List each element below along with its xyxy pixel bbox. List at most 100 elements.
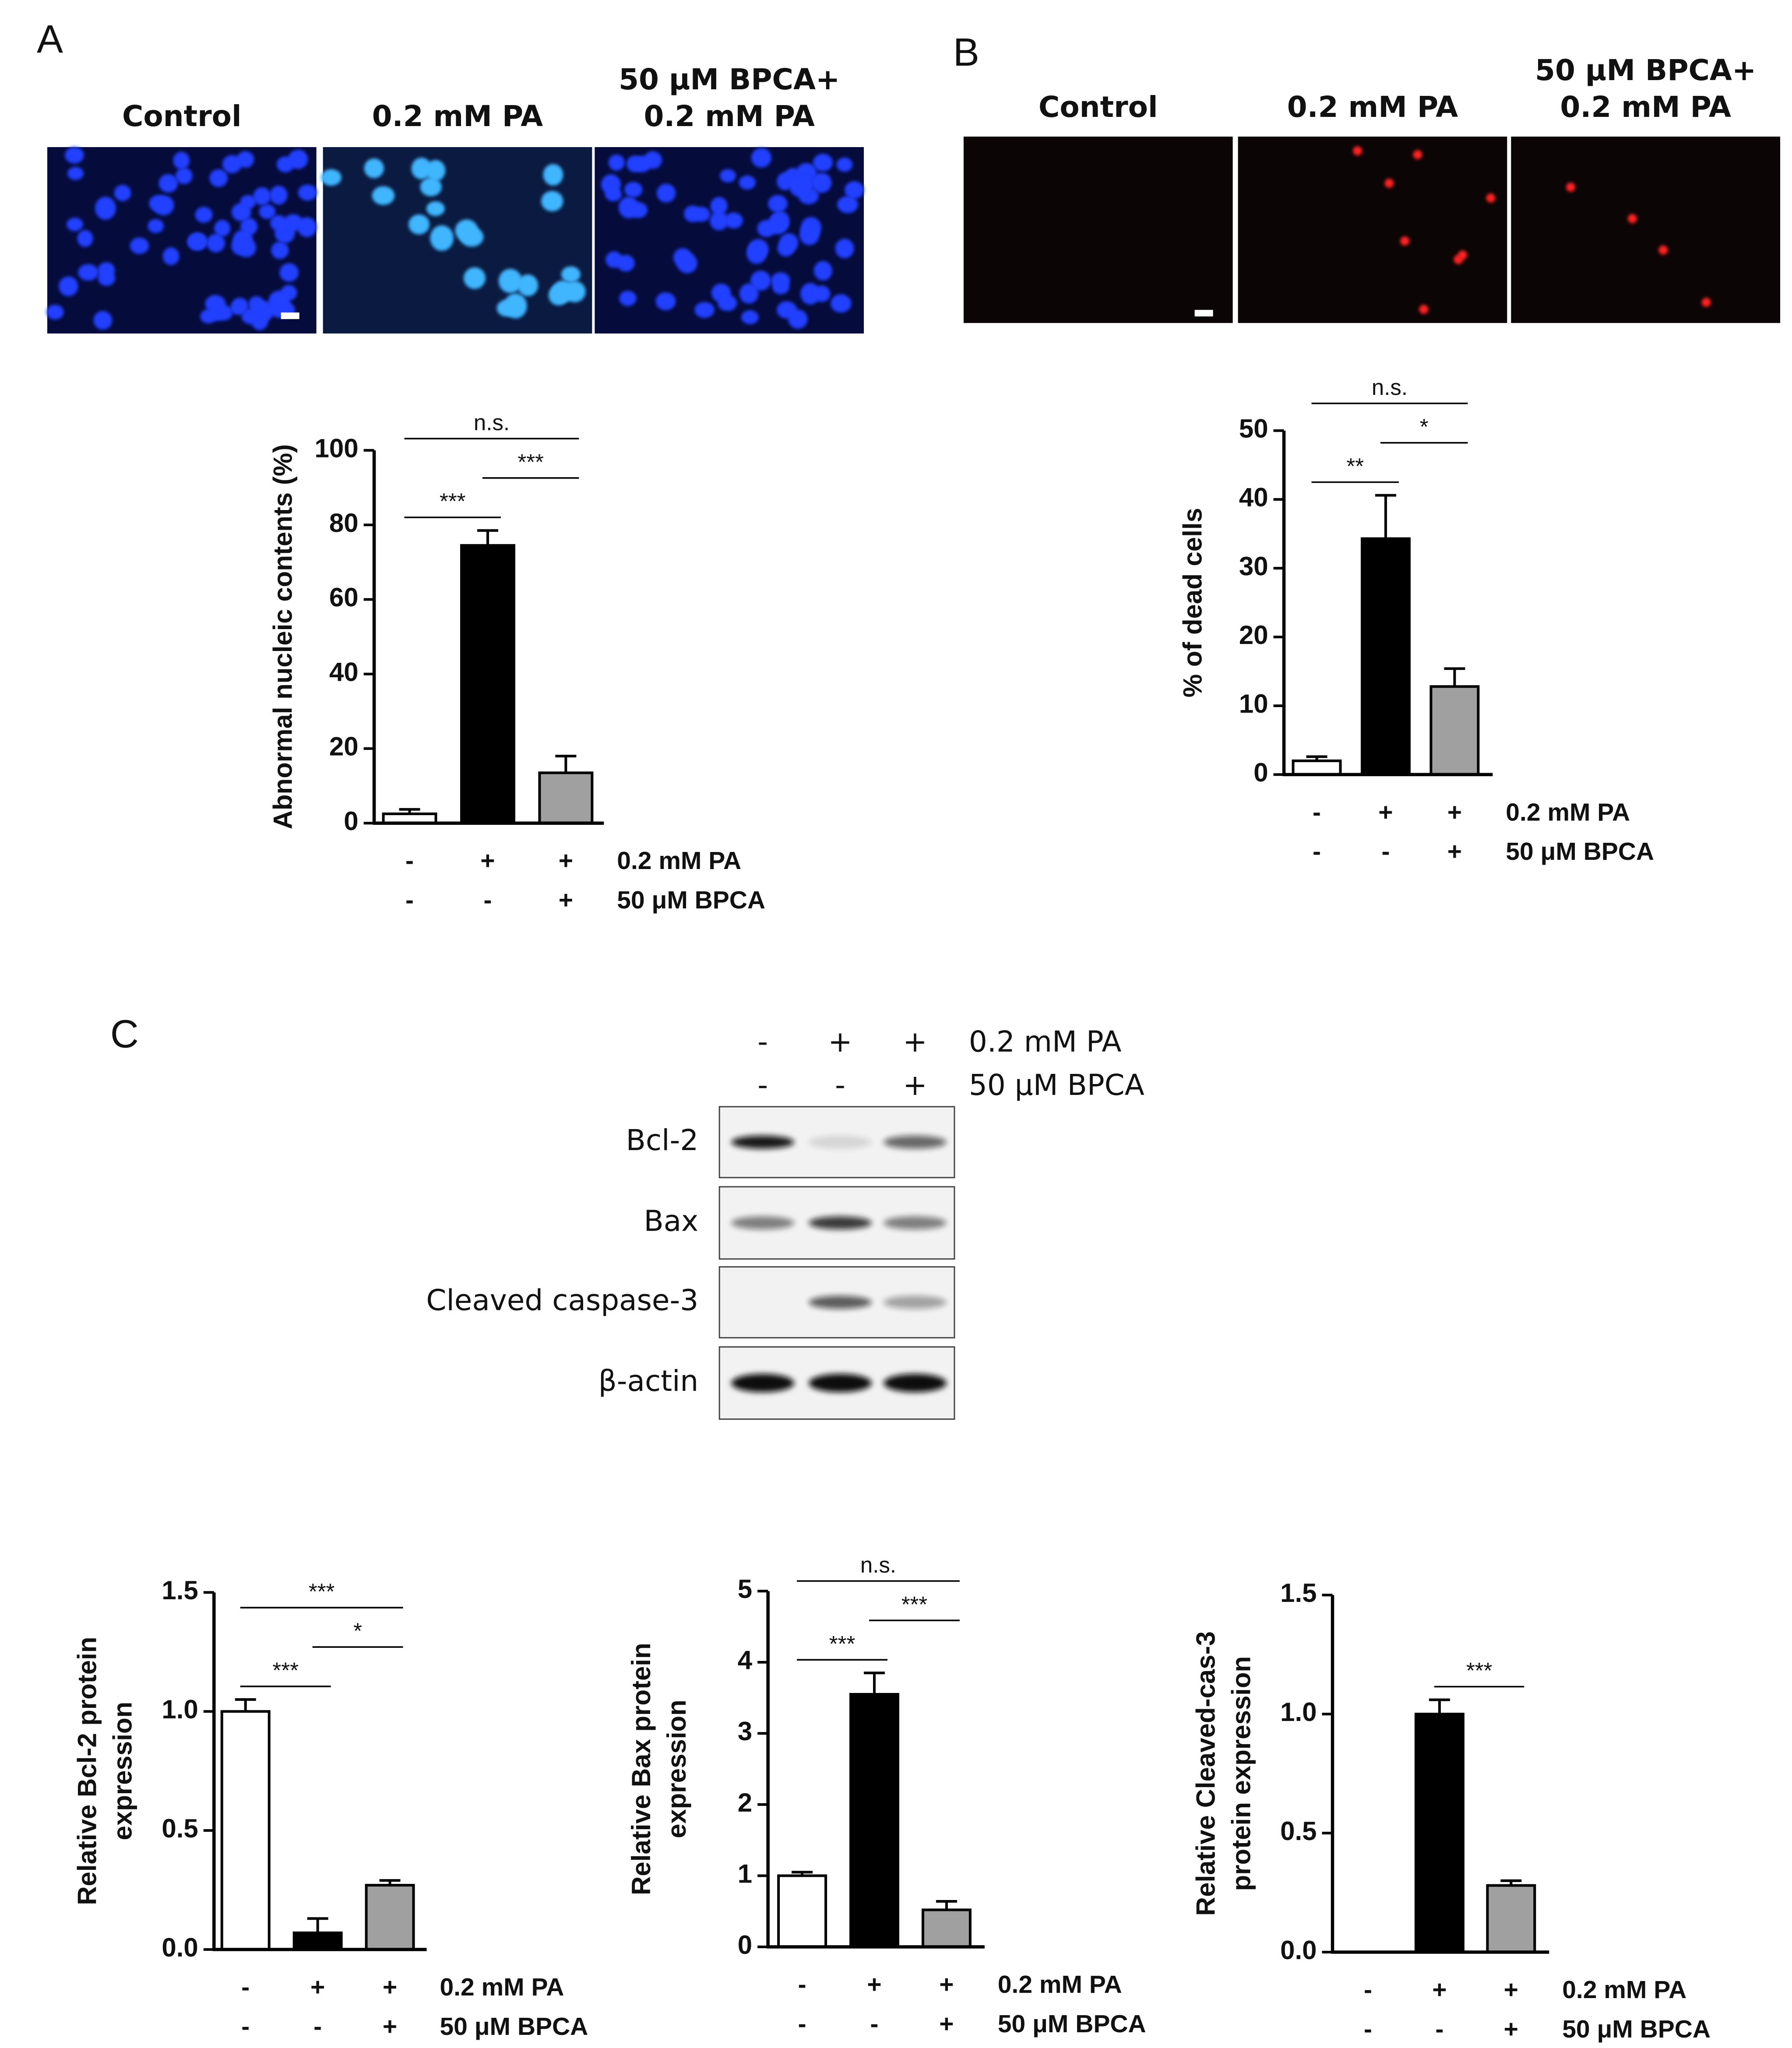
image-title: Control	[122, 99, 242, 133]
y-tick-label: 0.5	[1280, 1816, 1317, 1846]
micrograph	[46, 147, 317, 334]
condition-sign: +	[939, 2010, 954, 2038]
y-tick-label: 50	[1239, 414, 1268, 443]
condition-label: 0.2 mM PA	[1562, 1976, 1686, 2004]
bar	[1429, 685, 1480, 776]
nucleus	[297, 217, 317, 237]
error-bar	[936, 1900, 957, 1910]
condition-label: 0.2 mM PA	[1506, 798, 1630, 826]
blot-row-label: β-actin	[599, 1364, 699, 1398]
scale-bar	[281, 312, 299, 319]
condition-label: 50 μM BPCA	[1506, 837, 1654, 866]
condition-label: 0.2 mM PA	[617, 847, 741, 875]
condition-sign: -	[798, 1971, 806, 1999]
condition-sign: +	[559, 886, 573, 914]
nucleus	[77, 230, 93, 247]
condition-label: 50 μM BPCA	[1562, 2015, 1711, 2043]
nucleus	[777, 172, 793, 190]
dead-cell	[1658, 245, 1668, 255]
image-title: Control	[1039, 90, 1158, 124]
bar	[220, 1710, 271, 1951]
nucleus	[739, 175, 756, 190]
image-title: 50 μM BPCA+	[619, 63, 840, 96]
nucleus	[618, 197, 639, 218]
nucleus	[837, 196, 859, 213]
nucleus	[831, 294, 852, 313]
nucleus	[279, 263, 299, 282]
nucleus	[779, 233, 799, 253]
nucleus	[845, 181, 864, 199]
y-tick-label: 40	[1239, 483, 1268, 512]
y-tick-label: 10	[1239, 689, 1268, 718]
condition-sign: -	[483, 886, 492, 914]
bar	[1360, 537, 1411, 776]
condition-sign: -	[405, 886, 414, 914]
nucleus	[149, 195, 167, 212]
condition-sign: -	[241, 2013, 250, 2041]
condition-sign: -	[241, 1973, 250, 2001]
significance-label: ***	[901, 1592, 928, 1617]
band	[809, 1216, 872, 1230]
dead-cell	[1701, 297, 1711, 307]
nucleus	[195, 207, 213, 223]
error-bar	[307, 1917, 328, 1933]
nucleus	[548, 285, 569, 306]
nucleus	[496, 299, 516, 317]
significance-label: ***	[518, 449, 544, 474]
error-bar	[792, 1871, 813, 1876]
nucleus	[59, 276, 78, 296]
condition-sign: +	[939, 1971, 954, 1999]
nucleus	[718, 295, 737, 311]
condition-sign: +	[383, 1973, 397, 2001]
y-axis-label: expression	[662, 1700, 691, 1838]
y-tick-label: 0.0	[1280, 1935, 1317, 1965]
significance-label: n.s.	[860, 1552, 896, 1577]
nucleus	[768, 195, 788, 213]
significance-label: ***	[309, 1579, 335, 1604]
condition-sign: -	[1364, 2015, 1372, 2043]
nucleus	[98, 262, 115, 278]
bar	[849, 1693, 899, 1948]
nucleus	[430, 225, 454, 251]
significance-label: ***	[1466, 1658, 1493, 1683]
image-title: 0.2 mM PA	[1560, 90, 1731, 124]
nucleus	[240, 218, 258, 236]
condition-sign: -	[1364, 1976, 1372, 2004]
error-bar	[477, 529, 498, 545]
error-bar	[235, 1698, 256, 1712]
nucleus	[158, 174, 178, 193]
condition-sign: +	[1504, 1976, 1518, 2004]
y-axis-label: protein expression	[1226, 1656, 1256, 1891]
band	[809, 1374, 872, 1393]
nucleus	[750, 271, 771, 291]
dead-cell	[1566, 182, 1576, 192]
dead-cell	[1413, 150, 1422, 159]
y-tick-label: 20	[1239, 620, 1268, 650]
blot-row-label: Bcl-2	[626, 1123, 699, 1157]
error-bar	[399, 808, 420, 814]
nucleus	[616, 255, 635, 272]
band	[731, 1216, 795, 1230]
y-axis-label: Abnormal nucleic contents (%)	[268, 444, 298, 830]
nucleus	[813, 261, 832, 281]
nucleus	[624, 182, 643, 197]
nucleus	[253, 187, 271, 205]
band	[731, 1374, 795, 1393]
micrograph-bg	[1238, 136, 1507, 323]
nucleus	[231, 203, 251, 222]
nucleus	[561, 266, 581, 283]
nucleus	[811, 172, 832, 193]
error-bar	[864, 1671, 885, 1695]
nucleus	[236, 151, 254, 168]
dead-cell	[1419, 305, 1429, 314]
nucleus	[251, 312, 268, 331]
bar	[777, 1874, 827, 1948]
nucleus	[788, 310, 808, 329]
nucleus	[608, 154, 625, 171]
y-tick-label: 30	[1239, 552, 1268, 581]
nucleus	[757, 220, 776, 237]
nucleus	[130, 237, 149, 254]
condition-sign: +	[828, 1025, 852, 1059]
